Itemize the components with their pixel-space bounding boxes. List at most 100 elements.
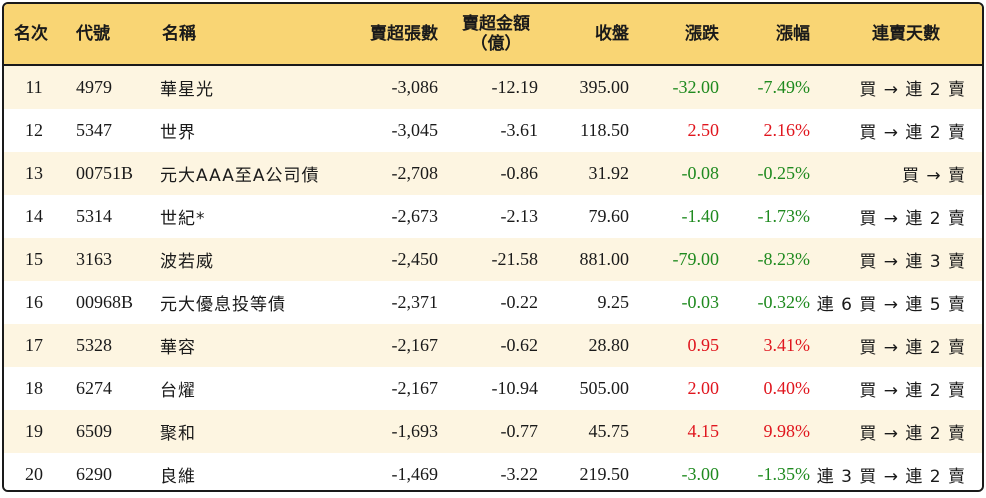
stock-name-cell: 世界 (160, 123, 196, 143)
change-pct-cell: -8.23% (757, 249, 811, 269)
net-sell-lots-cell: -3,086 (391, 77, 439, 97)
rank-cell: 13 (25, 163, 43, 183)
net-sell-lots-cell: -2,673 (391, 206, 439, 226)
price-change-cell: 2.00 (687, 378, 720, 398)
close-price-cell: 79.60 (588, 206, 630, 226)
header-change[interactable]: 漲跌 (685, 24, 719, 44)
price-change-cell: -0.08 (681, 163, 720, 183)
price-change-cell: -32.00 (672, 77, 720, 97)
net-sell-amount-cell: -12.19 (491, 77, 539, 97)
sell-streak-cell: 連 3 買 → 連 2 賣 (816, 467, 966, 487)
table-body: 11 4979 華星光 -3,086 -12.19 395.00 -32.00 -7.49% 買… (4, 66, 982, 490)
net-sell-amount-cell: -0.22 (500, 292, 539, 312)
change-pct-cell: -0.25% (757, 163, 811, 183)
net-sell-lots-cell: -1,469 (391, 464, 439, 484)
net-sell-ranking-table: 名次 代號 名稱 賣超張數 賣超金額 （億） 收盤 漲跌 漲幅 連賣天數 11 4… (2, 2, 984, 492)
change-pct-cell: 0.40% (763, 378, 811, 398)
rank-cell: 20 (25, 464, 43, 484)
table-header: 名次 代號 名稱 賣超張數 賣超金額 （億） 收盤 漲跌 漲幅 連賣天數 (4, 4, 982, 66)
header-name[interactable]: 名稱 (162, 24, 196, 44)
table-row[interactable]: 11 4979 華星光 -3,086 -12.19 395.00 -32.00 -7.49% 買… (4, 66, 982, 109)
header-code[interactable]: 代號 (76, 24, 110, 44)
sell-streak-cell: 買 → 連 2 賣 (859, 381, 966, 401)
sell-streak-cell: 買 → 連 2 賣 (859, 123, 966, 143)
net-sell-amount-cell: -21.58 (491, 249, 539, 269)
close-price-cell: 881.00 (579, 249, 630, 269)
stock-name-cell: 台燿 (160, 381, 196, 401)
stock-name-cell: 世紀* (160, 209, 206, 229)
net-sell-lots-cell: -2,708 (391, 163, 439, 183)
close-price-cell: 45.75 (588, 421, 630, 441)
stock-code-cell: 5328 (76, 335, 112, 355)
stock-code-cell: 5347 (76, 120, 112, 140)
table-row[interactable]: 19 6509 聚和 -1,693 -0.77 45.75 4.15 9.98% 買 → 連 2… (4, 410, 982, 453)
change-pct-cell: 3.41% (763, 335, 811, 355)
rank-cell: 12 (25, 120, 43, 140)
change-pct-cell: -7.49% (757, 77, 811, 97)
stock-name-cell: 元大AAA至A公司債 (160, 166, 320, 186)
table-row[interactable]: 15 3163 波若威 -2,450 -21.58 881.00 -79.00 -8.23% 買… (4, 238, 982, 281)
net-sell-amount-cell: -3.22 (500, 464, 539, 484)
stock-code-cell: 00968B (76, 292, 134, 312)
table-row[interactable]: 12 5347 世界 -3,045 -3.61 118.50 2.50 2.16% 買 → 連 … (4, 109, 982, 152)
net-sell-lots-cell: -3,045 (391, 120, 439, 140)
change-pct-cell: -0.32% (757, 292, 811, 312)
table-row[interactable]: 16 00968B 元大優息投等債 -2,371 -0.22 9.25 -0.03 -0.32… (4, 281, 982, 324)
header-change-pct[interactable]: 漲幅 (776, 24, 810, 44)
net-sell-amount-cell: -10.94 (491, 378, 539, 398)
header-net-sell-amount[interactable]: 賣超金額 （億） (438, 14, 538, 54)
sell-streak-cell: 連 6 買 → 連 5 賣 (816, 295, 966, 315)
rank-cell: 18 (25, 378, 43, 398)
stock-code-cell: 3163 (76, 249, 112, 269)
net-sell-lots-cell: -2,167 (391, 378, 439, 398)
price-change-cell: 2.50 (687, 120, 720, 140)
table-row[interactable]: 14 5314 世紀* -2,673 -2.13 79.60 -1.40 -1.73% 買 → … (4, 195, 982, 238)
stock-name-cell: 波若威 (160, 252, 214, 272)
price-change-cell: -79.00 (672, 249, 720, 269)
stock-name-cell: 華星光 (160, 80, 214, 100)
change-pct-cell: 2.16% (763, 120, 811, 140)
price-change-cell: -1.40 (681, 206, 720, 226)
rank-cell: 17 (25, 335, 43, 355)
price-change-cell: 0.95 (687, 335, 720, 355)
stock-name-cell: 良維 (160, 467, 196, 487)
header-rank[interactable]: 名次 (14, 24, 48, 44)
header-net-sell-lots[interactable]: 賣超張數 (370, 24, 438, 44)
close-price-cell: 219.50 (579, 464, 630, 484)
net-sell-amount-cell: -2.13 (500, 206, 539, 226)
stock-code-cell: 6509 (76, 421, 112, 441)
stock-code-cell: 6290 (76, 464, 112, 484)
rank-cell: 16 (25, 292, 43, 312)
header-streak[interactable]: 連賣天數 (872, 24, 940, 44)
close-price-cell: 31.92 (588, 163, 630, 183)
header-close[interactable]: 收盤 (595, 24, 629, 44)
rank-cell: 11 (25, 77, 43, 97)
table-row[interactable]: 18 6274 台燿 -2,167 -10.94 505.00 2.00 0.40% 買 → 連… (4, 367, 982, 410)
sell-streak-cell: 買 → 賣 (901, 166, 966, 186)
rank-cell: 14 (25, 206, 43, 226)
header-net-sell-amount-line1: 賣超金額 (462, 14, 530, 34)
close-price-cell: 9.25 (597, 292, 630, 312)
net-sell-amount-cell: -0.77 (500, 421, 539, 441)
stock-code-cell: 6274 (76, 378, 112, 398)
net-sell-lots-cell: -1,693 (391, 421, 439, 441)
net-sell-amount-cell: -0.86 (500, 163, 539, 183)
sell-streak-cell: 買 → 連 2 賣 (859, 338, 966, 358)
close-price-cell: 28.80 (588, 335, 630, 355)
stock-code-cell: 00751B (76, 163, 134, 183)
net-sell-lots-cell: -2,371 (391, 292, 439, 312)
table-row[interactable]: 13 00751B 元大AAA至A公司債 -2,708 -0.86 31.92 -0.08 -… (4, 152, 982, 195)
stock-name-cell: 華容 (160, 338, 196, 358)
net-sell-amount-cell: -0.62 (500, 335, 539, 355)
sell-streak-cell: 買 → 連 2 賣 (859, 80, 966, 100)
price-change-cell: -3.00 (681, 464, 720, 484)
table-row[interactable]: 17 5328 華容 -2,167 -0.62 28.80 0.95 3.41% 買 → 連 2… (4, 324, 982, 367)
net-sell-lots-cell: -2,167 (391, 335, 439, 355)
stock-code-cell: 4979 (76, 77, 112, 97)
change-pct-cell: -1.35% (757, 464, 811, 484)
table-row[interactable]: 20 6290 良維 -1,469 -3.22 219.50 -3.00 -1.35% 連 3 … (4, 453, 982, 490)
rank-cell: 19 (25, 421, 43, 441)
price-change-cell: -0.03 (681, 292, 720, 312)
close-price-cell: 395.00 (579, 77, 630, 97)
stock-code-cell: 5314 (76, 206, 112, 226)
